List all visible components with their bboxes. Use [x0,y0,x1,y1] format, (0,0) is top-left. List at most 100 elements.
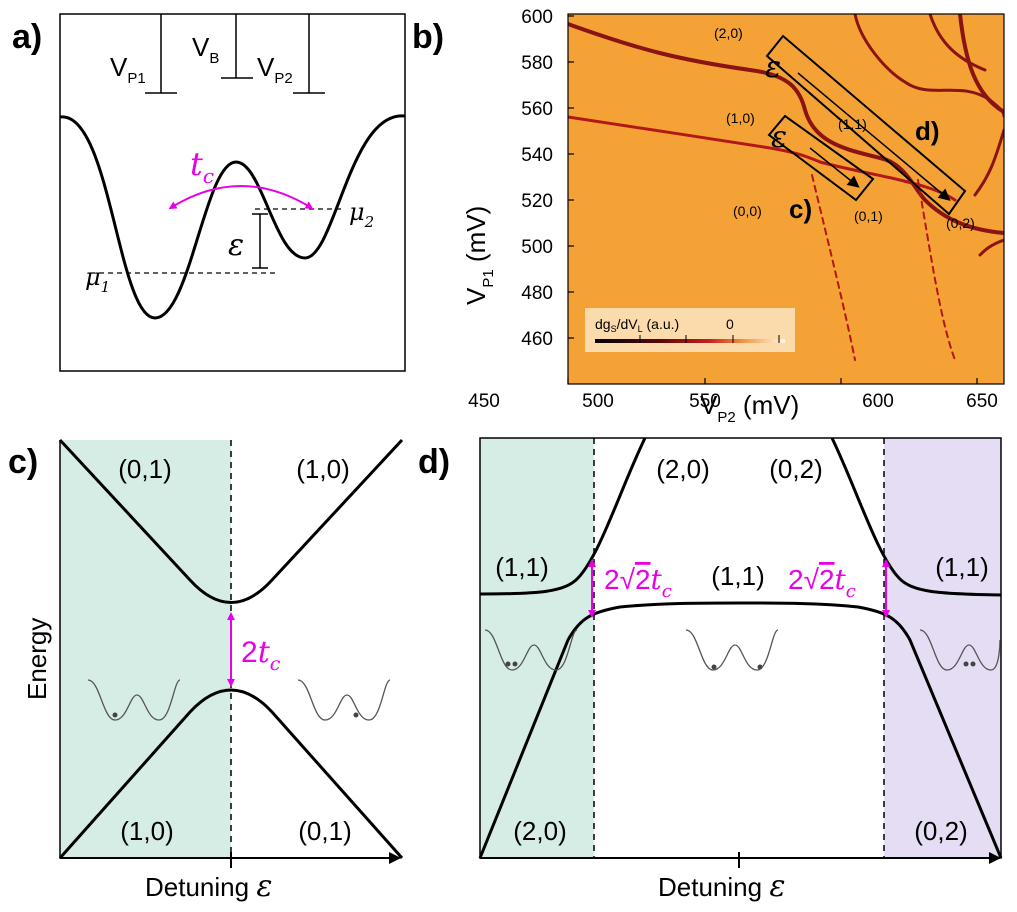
electron-dot [512,661,518,667]
electron-dot [970,661,976,667]
charge-state-label: (0,1) [854,208,883,224]
shade-c [60,440,231,858]
colorbar-backdrop [585,308,795,352]
electron-dot [757,664,763,670]
epsilon-bar [252,213,268,269]
state-label: (1,0) [296,454,349,484]
panel-a: a) VP1 VB VP2 ε μ1 μ2 tc [12,13,406,372]
gate-vb-label: VB [192,32,219,67]
panel-c-xlabel: Detuning ε [145,869,272,904]
colorbar [595,339,785,343]
tunnel-coupling-arrow [168,185,314,210]
state-label: (1,1) [711,561,764,591]
panel-d: d) 2√2tc 2√2tc (1,1) (2,0) (0,2) (1,1) (… [418,437,1003,904]
state-label: (1,1) [495,552,548,582]
charge-state-labels: (2,0) (1,0) (1,1) (0,0) (0,1) (0,2) [714,25,975,231]
y-tick-label: 460 [521,329,553,350]
y-tick-label: 480 [521,283,553,304]
y-tick-labels: 460 480 500 520 540 560 580 600 [521,7,553,350]
state-label: (2,0) [656,454,709,484]
x-tick-label: 650 [966,391,998,412]
box-d [765,34,967,216]
energy-label: Energy [22,618,52,700]
transition-line-9 [978,238,1004,257]
upper-branch-c [58,438,404,604]
gate-vb [221,14,253,79]
gate-vp2-label: VP2 [257,52,293,87]
tc-label: tc [190,145,214,188]
panel-c-label: c) [8,443,38,481]
colorbar-label: dgS/dVL (a.u.) [595,316,679,334]
colorbar-zero: 0 [726,316,734,332]
charge-state-label: (0,2) [946,215,975,231]
gate-electrodes [145,14,325,94]
gap-label-d-right: 2√2tc [788,563,856,602]
mu1-label: μ1 [85,263,110,296]
transition-line-8 [917,179,956,361]
panel-d-xlabel: Detuning ε [658,869,785,904]
shade-d-right [884,438,1001,858]
epsilon-a: ε [228,228,244,263]
upper-left-branch-d [479,437,647,596]
state-label: (0,2) [769,454,822,484]
box-c [767,114,875,202]
well-sketch-right [297,679,391,721]
state-labels-c: (0,1) (1,0) (1,0) (0,1) [118,454,351,846]
y-tick-label: 520 [521,191,553,212]
state-label: (0,1) [298,816,351,846]
panel-a-frame [59,13,406,372]
panel-b-ticks [567,15,978,384]
x-tick-label: 550 [689,391,721,412]
double-well-potential [59,114,406,320]
transition-line-1 [568,22,1004,235]
transition-lines [568,14,1004,361]
epsilon-b-c: ε [771,120,787,155]
panel-d-label: d) [418,443,450,481]
x-tick-labels: 450 500 550 600 650 [468,391,998,412]
electron-dot [711,664,717,670]
y-tick-label: 580 [521,53,553,74]
transition-line-2 [568,115,957,202]
transition-line-6 [973,128,1004,197]
gate-vp1-label: VP1 [110,52,146,87]
transition-line-7 [811,174,856,361]
charge-state-label: (0,0) [733,203,762,219]
x-tick-label: 450 [468,391,500,412]
lower-branch-c [58,688,404,859]
transition-line-4 [853,14,1004,118]
panel-b-label: b) [412,18,444,56]
state-label: (0,2) [914,816,967,846]
panel-b-xlabel: VP2 (mV) [700,390,799,426]
state-label: (1,1) [935,552,988,582]
arrow-d [797,72,951,201]
arrow-c [809,147,860,188]
stability-map-frame [567,13,1005,385]
gap-label-c: 2tc [241,635,281,675]
gate-vp2 [293,14,325,94]
epsilon-b-d: ε [765,50,781,85]
charge-state-label: (2,0) [714,25,743,41]
electron-dot [963,661,969,667]
state-labels-d: (1,1) (2,0) (0,2) (1,1) (1,1) (2,0) (0,2… [495,454,988,846]
panel-b-ylabel: VP1 (mV) [461,206,497,305]
panel-c: c) 2tc (0,1) (1,0) (1,0) (0,1) Energy De… [8,438,404,904]
charge-state-label: (1,0) [726,110,755,126]
panel-a-label: a) [12,18,42,56]
upper-right-branch-d [830,437,1002,597]
well-sketch-right-d [919,629,1001,671]
colorbar-ticks [639,335,780,343]
box-c-label: c) [789,194,812,224]
gap-label-d-left: 2√2tc [604,563,672,602]
shade-d-left [480,438,594,858]
y-tick-label: 540 [521,145,553,166]
well-sketch-left-d [484,629,578,671]
state-label: (1,0) [120,816,173,846]
y-tick-label: 560 [521,99,553,120]
lower-branch-d [478,601,1003,859]
electron-dot [353,712,359,718]
x-tick-label: 500 [582,391,614,412]
x-tick-label: 600 [862,391,894,412]
electron-dot [112,712,118,718]
electron-dot [505,661,511,667]
